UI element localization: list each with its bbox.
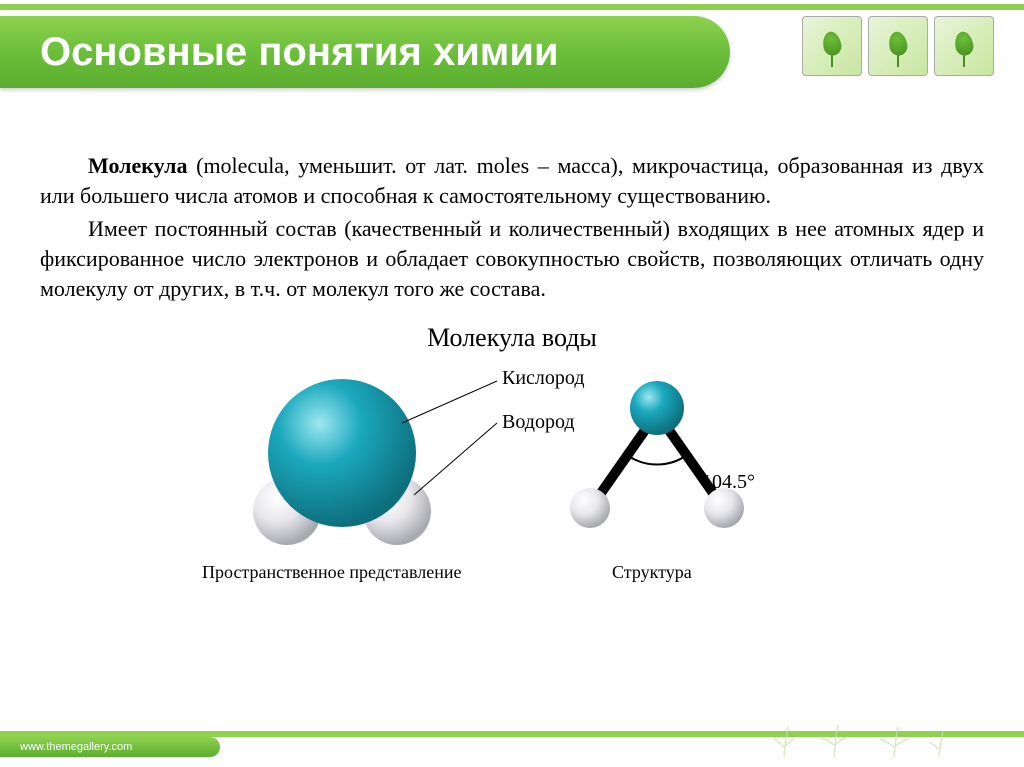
term-molecule: Молекула xyxy=(88,153,187,178)
title-bar: Основные понятия химии xyxy=(0,16,730,88)
oxygen-atom xyxy=(268,379,416,527)
footer-plants xyxy=(764,717,964,757)
caption-spatial: Пространственное представление xyxy=(202,562,461,583)
paragraph-2: Имеет постоянный состав (качественный и … xyxy=(40,214,984,303)
angle-arc xyxy=(627,455,687,465)
body-text: Молекула (molecula, уменьшит. от лат. mo… xyxy=(0,95,1024,303)
water-molecule-diagram: Молекула воды xyxy=(202,323,822,583)
hydrogen-atom-small xyxy=(704,488,744,528)
top-stripe xyxy=(0,4,1024,10)
hydrogen-label: Водород xyxy=(502,411,575,434)
oxygen-label: Кислород xyxy=(502,367,585,390)
angle-label: 104.5° xyxy=(702,471,755,494)
leader-line xyxy=(402,381,497,423)
header: Основные понятия химии xyxy=(0,0,1024,95)
sprout-thumbnail xyxy=(934,16,994,76)
footer: www.themegallery.com xyxy=(0,717,1024,767)
hydrogen-atom-small xyxy=(570,488,610,528)
caption-structure: Структура xyxy=(612,562,692,583)
sprout-thumbnail xyxy=(802,16,862,76)
oxygen-atom-small xyxy=(630,381,684,435)
paragraph-1: Молекула (molecula, уменьшит. от лат. mo… xyxy=(40,151,984,210)
footer-bar: www.themegallery.com xyxy=(0,737,220,757)
footer-url: www.themegallery.com xyxy=(20,741,132,753)
header-thumbnails xyxy=(802,16,994,76)
molecule-svg xyxy=(202,323,822,583)
leader-line xyxy=(414,423,497,495)
slide-title: Основные понятия химии xyxy=(40,30,559,75)
sprout-thumbnail xyxy=(868,16,928,76)
